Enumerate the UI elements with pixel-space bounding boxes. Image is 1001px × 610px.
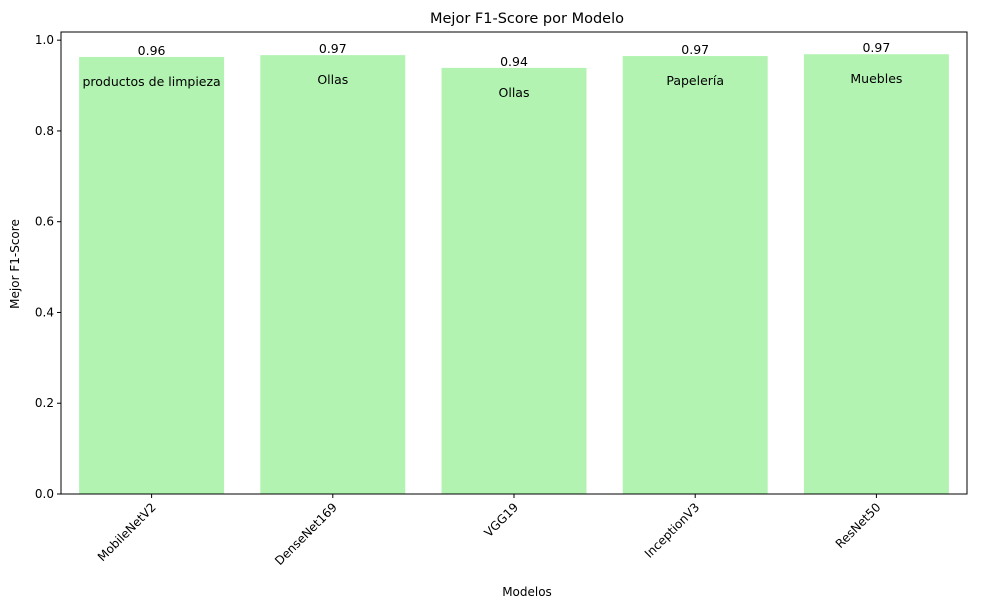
bar-resnet50	[803, 54, 949, 494]
value-label: 0.97	[681, 42, 709, 57]
bar-mobilenetv2	[79, 56, 225, 495]
x-axis-label: Modelos	[502, 585, 552, 599]
y-axis-label: Mejor F1-Score	[8, 219, 22, 309]
bar-annotation: Papelería	[666, 73, 724, 88]
y-tick-label: 0.0	[35, 487, 54, 501]
x-tick-label: VGG19	[481, 500, 521, 540]
x-tick-label: DenseNet169	[272, 500, 340, 568]
value-label: 0.94	[500, 54, 528, 69]
bar-annotation: Muebles	[850, 71, 902, 86]
plot-frame	[60, 31, 968, 495]
value-label: 0.96	[138, 43, 166, 58]
y-tick-label: 0.8	[35, 124, 54, 138]
y-axis: 0.0 0.2 0.4 0.6 0.8 1.0	[35, 33, 61, 501]
x-tick-label: ResNet50	[833, 500, 884, 551]
x-axis: MobileNetV2 DenseNet169 VGG19 InceptionV3 Re…	[95, 494, 884, 568]
chart-title: Mejor F1-Score por Modelo	[430, 11, 624, 27]
bar-annotation: productos de limpieza	[82, 74, 220, 89]
bars-group	[79, 54, 949, 495]
value-label: 0.97	[319, 41, 347, 56]
bar-annotation: Ollas	[317, 72, 348, 87]
bar-inceptionv3	[622, 56, 768, 495]
bar-vgg19	[441, 67, 587, 494]
bar-annotation: Ollas	[499, 85, 530, 100]
y-tick-label: 0.2	[35, 396, 54, 410]
y-tick-label: 0.6	[35, 215, 54, 229]
x-tick-label: InceptionV3	[642, 500, 703, 561]
value-label: 0.97	[862, 40, 890, 55]
x-tick-label: MobileNetV2	[95, 500, 159, 564]
annotations-group: 0.96 productos de limpieza 0.97 Ollas 0.94 Ol…	[82, 40, 902, 100]
bar-densenet169	[260, 55, 406, 494]
y-tick-label: 1.0	[35, 33, 54, 47]
y-tick-label: 0.4	[35, 305, 54, 319]
